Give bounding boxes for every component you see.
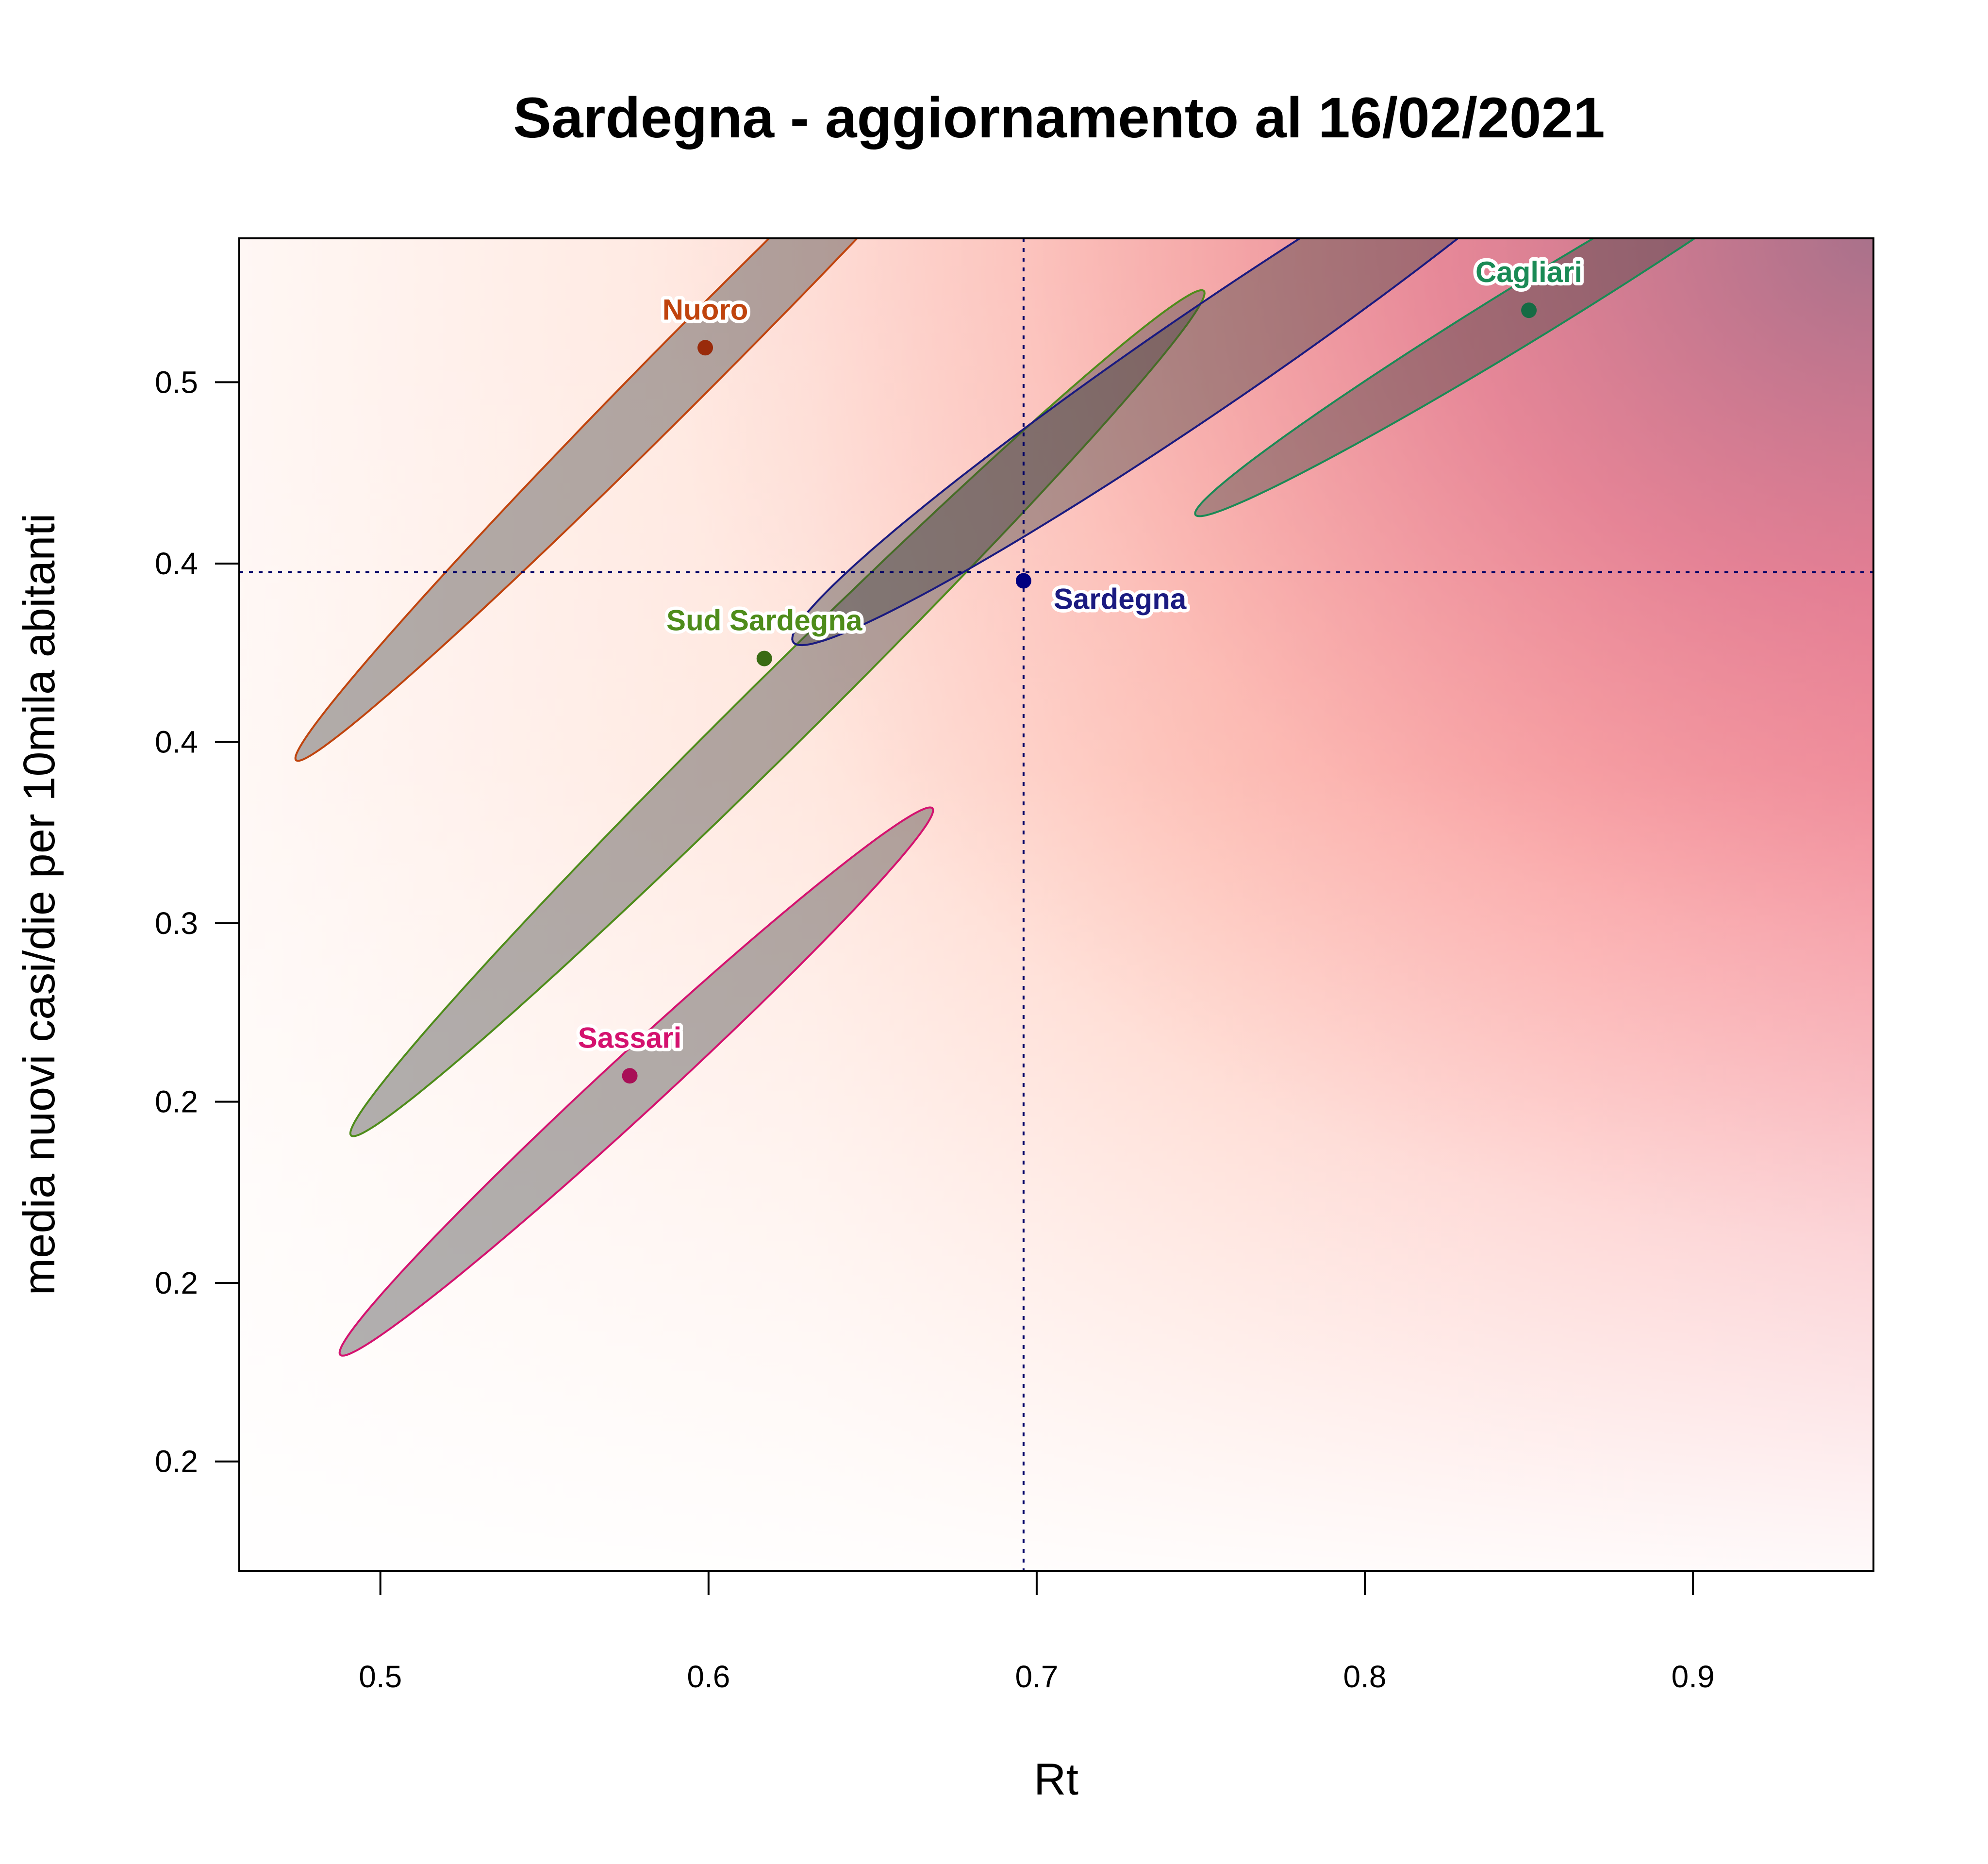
x-tick-label: 0.9: [1672, 1659, 1715, 1694]
y-axis-title: media nuovi casi/die per 10mila abitanti: [15, 514, 64, 1296]
point-sassari: [622, 1068, 638, 1084]
ellipse-cagliari: [1194, 238, 1697, 517]
point-cagliari: [1521, 302, 1537, 318]
y-tick-label: 0.4: [155, 725, 198, 760]
label-sardegna: Sardegna: [1054, 583, 1187, 616]
x-tick-label: 0.6: [687, 1659, 730, 1694]
label-sud-sardegna: Sud Sardegna: [666, 604, 862, 637]
x-axis: 0.5 0.6 0.7 0.8 0.9: [359, 1571, 1715, 1694]
heatmap-hotspot: [239, 238, 1873, 1571]
y-tick-label: 0.2: [155, 1084, 198, 1119]
y-tick-label: 0.2: [155, 1444, 198, 1479]
y-tick-label: 0.2: [155, 1265, 198, 1300]
reference-lines: [239, 238, 1873, 1571]
data-points: [622, 302, 1537, 1084]
y-axis: 0.2 0.2 0.2 0.3 0.4 0.4 0.5: [155, 365, 239, 1479]
x-tick-label: 0.7: [1015, 1659, 1058, 1694]
chart-title: Sardegna - aggiornamento al 16/02/2021: [513, 86, 1605, 150]
label-nuoro: Nuoro: [663, 293, 748, 326]
point-sardegna: [1015, 573, 1031, 589]
ellipse-sassari: [338, 806, 934, 1357]
ellipse-nuoro: [294, 238, 859, 762]
plot-background: [239, 238, 1873, 1571]
x-axis-title: Rt: [1034, 1755, 1078, 1804]
ellipse-sud-sardegna: [349, 289, 1206, 1137]
y-tick-label: 0.5: [155, 365, 198, 399]
label-sassari: Sassari: [578, 1021, 682, 1054]
x-tick-label: 0.8: [1343, 1659, 1387, 1694]
x-tick-label: 0.5: [359, 1659, 402, 1694]
point-labels: Nuoro Sud Sardegna Sassari Cagliari Sardegna: [575, 252, 1586, 1057]
ellipse-sardegna: [791, 238, 1459, 647]
label-cagliari: Cagliari: [1475, 256, 1582, 288]
point-nuoro: [697, 340, 713, 356]
plot-frame: [238, 237, 1874, 1572]
y-tick-label: 0.3: [155, 906, 198, 941]
y-tick-label: 0.4: [155, 546, 198, 581]
point-sud-sardegna: [756, 650, 772, 666]
confidence-ellipses: [294, 238, 1697, 1357]
